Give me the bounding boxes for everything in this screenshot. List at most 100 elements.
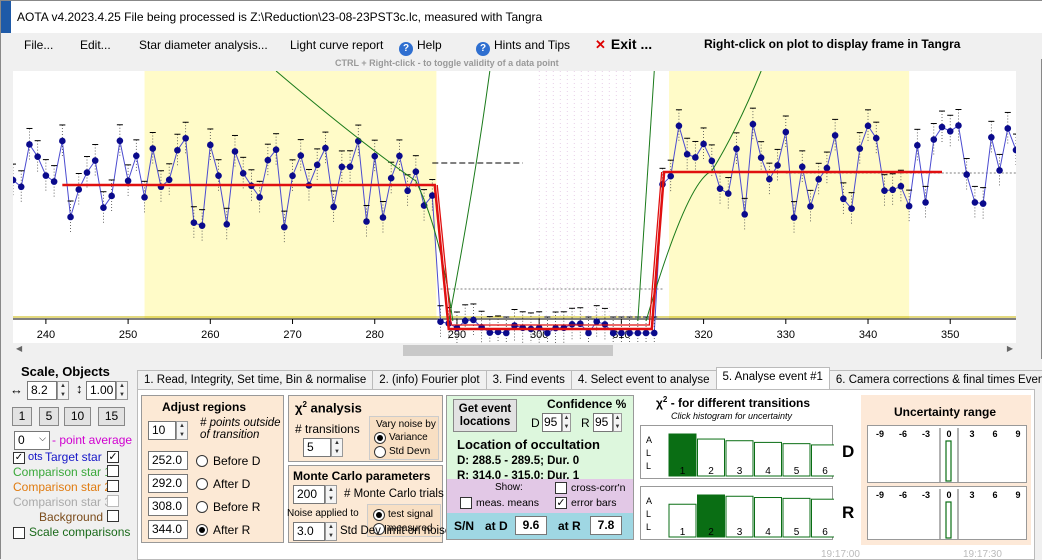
v-scale-input[interactable]: 1.00 [86,381,116,400]
scale-comparisons-checkbox[interactable] [13,527,25,539]
target-star-left-checkbox[interactable]: ✓ [13,452,25,464]
after-d-radio[interactable] [196,478,208,490]
point-average-select[interactable]: 0 ⌵ [14,431,50,450]
before-d-input[interactable]: 252.0 [148,451,188,470]
std-devn-radio[interactable] [374,446,386,458]
target-star-label: Target star [45,450,102,464]
after-d-input[interactable]: 292.0 [148,474,188,493]
comparison-1-checkbox[interactable] [107,465,119,477]
confidence-r-input[interactable]: 95 [593,413,613,432]
light-curve-svg[interactable]: 240250260270280290300310320330340350 [9,70,1020,349]
uncertainty-d-plot[interactable]: -9 -6 -3 0 3 6 9 [867,425,1027,483]
menu-star-diameter[interactable]: Star diameter analysis... [139,38,268,52]
tab-camera-corrections[interactable]: 6. Camera corrections & final times Even… [828,370,1042,390]
scroll-left-icon[interactable]: ◀ [16,344,23,353]
comparison-2-checkbox[interactable] [107,480,119,492]
uncertainty-d-svg[interactable]: -9 -6 -3 0 3 6 9 [868,426,1028,484]
std-dev-limit-input[interactable]: 3.0 [293,522,325,541]
plot-hscrollbar[interactable]: ◀ ▶ [13,344,1016,357]
tab-find-events[interactable]: 3. Find events [485,370,572,390]
step-button-15[interactable]: 15 [98,407,125,426]
tab-select-event[interactable]: 4. Select event to analyse [570,370,717,390]
target-star-checkbox[interactable]: ✓ [107,451,119,463]
confidence-d-input[interactable]: 95 [542,413,562,432]
menu-hints-label: Hints and Tips [494,38,571,52]
x-tick-label-240: 240 [37,329,55,341]
before-d-radio[interactable] [196,455,208,467]
green-curve-right [637,70,655,322]
points-outside-input[interactable]: 10 [148,421,176,440]
transitions-spinner[interactable]: ▲ ▼ [331,438,343,457]
transitions-input[interactable]: 5 [303,438,331,457]
step-button-10[interactable]: 10 [64,407,91,426]
close-icon: ✕ [595,37,606,52]
after-r-radio[interactable] [196,524,208,536]
h-scale-input[interactable]: 8.2 [27,381,57,400]
before-r-input[interactable]: 308.0 [148,497,188,516]
uncertainty-r-svg[interactable]: -9 -6 -3 0 3 6 9 [868,487,1028,541]
measured-radio[interactable] [373,523,385,535]
data-point [963,171,970,178]
menu-help[interactable]: ? Help [399,38,442,56]
h-scale-spinner[interactable]: ▲ ▼ [57,381,69,400]
region-before-d [144,71,437,319]
confidence-d-spinner[interactable]: ▲ ▼ [562,413,571,432]
comparison-3-checkbox[interactable] [107,495,119,507]
confidence-r-spinner[interactable]: ▲ ▼ [613,413,622,432]
r-histogram-svg[interactable]: ALL 1 2 3 4 5 6 [641,487,839,541]
menu-lightcurve-report[interactable]: Light curve report [290,38,384,52]
data-point [272,146,280,153]
after-r-input[interactable]: 344.0 [148,520,188,539]
uncertainty-group: Uncertainty range -9 -6 -3 0 3 6 9 -9 -6 -3 0 3 6 9 [861,395,1031,545]
meas-means-checkbox[interactable] [460,497,472,509]
error-bars-checkbox[interactable]: ✓ [555,497,567,509]
tab-read-integrity[interactable]: 1. Read, Integrity, Set time, Bin & norm… [137,370,374,390]
before-r-radio[interactable] [196,501,208,513]
data-point [387,174,395,182]
data-point [798,163,806,171]
variance-radio[interactable] [374,432,386,444]
bottom-area: Scale, Objects ↔ 8.2 ▲ ▼ ↕ 1.00 ▲ ▼ 1 5 10… [1,359,1042,560]
d-histogram-svg[interactable]: ALL 1 2 3 4 5 6 [641,426,839,480]
data-point [831,132,839,139]
scroll-right-icon[interactable]: ▶ [1006,344,1013,353]
test-signal-radio[interactable] [373,509,385,521]
menu-exit[interactable]: ✕ Exit ... [595,36,652,53]
tab-fourier[interactable]: 2. (info) Fourier plot [372,370,487,390]
d-hist-all-letter: L [646,448,651,458]
sn-strip: S/N at D 9.6 at R 7.8 [447,513,633,539]
points-outside-spinner[interactable]: ▲ ▼ [176,421,188,440]
data-point [83,169,91,176]
data-point [914,142,921,149]
tab-analyse-event[interactable]: 5. Analyse event #1 [715,367,830,390]
get-event-locations-button[interactable]: Get event locations [453,399,517,432]
chi-sup: 2 [302,400,307,409]
v-scale-spinner[interactable]: ▲ ▼ [116,381,128,400]
light-curve-plot[interactable]: 240250260270280290300310320330340350 [9,70,1020,349]
background-checkbox[interactable] [107,510,119,522]
menu-edit[interactable]: Edit... [80,38,111,52]
before-d-label: Before D [213,454,261,468]
r-hist-bar-label-5: 5 [794,527,800,538]
green-curve-left-b [448,70,491,322]
menu-file[interactable]: File... [24,38,54,52]
data-point [946,127,954,135]
data-point [724,190,732,197]
mc-trials-input[interactable]: 200 [293,485,325,504]
unc-r-zero-bar [945,501,952,539]
data-point [675,122,683,130]
location-title: Location of occultation [457,437,600,452]
cross-corr-checkbox[interactable] [555,482,567,494]
uncertainty-r-plot[interactable]: -9 -6 -3 0 3 6 9 [867,486,1027,540]
menu-hints[interactable]: ? Hints and Tips [476,38,570,56]
data-point [856,145,864,152]
std-dev-limit-spinner[interactable]: ▲ ▼ [325,522,337,541]
step-button-5[interactable]: 5 [39,407,59,426]
location-r-clip: R: 314.0 - 315.0; Dur. 1 [447,469,633,479]
scale-comparisons-label: Scale comparisons [29,525,131,539]
step-button-1[interactable]: 1 [12,407,32,426]
scroll-thumb[interactable] [403,345,613,356]
mc-trials-spinner[interactable]: ▲ ▼ [325,485,337,504]
